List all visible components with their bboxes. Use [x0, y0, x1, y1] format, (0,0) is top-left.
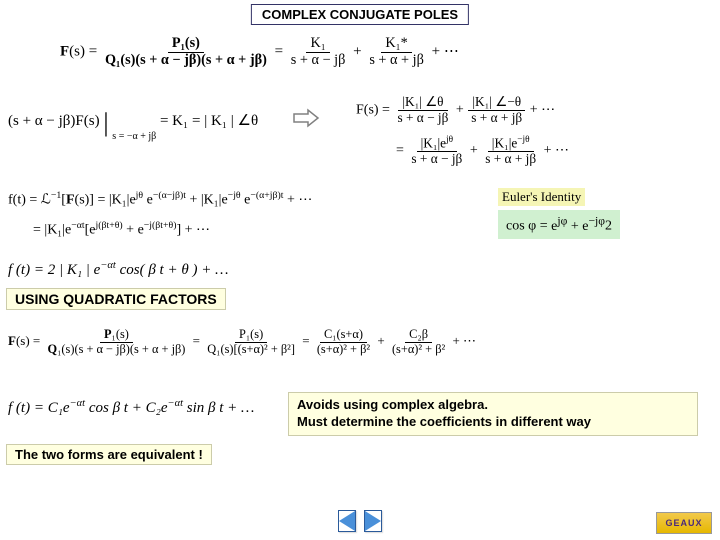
eq3b-t1: |K₁|ejθs + α − jβ [407, 135, 466, 167]
equation-residue: (s + α − jβ)F(s) | s = −α + jβ = K₁ = | … [8, 108, 258, 138]
euler-label: Euler's Identity [498, 188, 585, 206]
eq6-f2: P₁(s)Q₁(s)[(s+α)² + β²] [203, 328, 299, 356]
eq-t1-den: s + α − jβ [287, 53, 350, 69]
eq6-t2: C₂β(s+α)² + β² [388, 328, 449, 356]
triangle-left-icon [339, 511, 355, 531]
eq3-plus: + [456, 102, 467, 117]
triangle-right-icon [365, 511, 381, 531]
eq3b-t1n: |K₁|ejθ [417, 135, 458, 152]
eq6-dots: + ⋯ [452, 333, 476, 348]
eq3-t1n: |K₁| ∠θ [398, 95, 447, 111]
euler-identity-box: cos φ = ejφ + e−jφ2 [498, 210, 620, 239]
eq-t2: K₁* s + α + jβ [365, 36, 428, 68]
eq-frac1: P₁(s) Q₁(s)(s + α − jβ)(s + α + jβ) [101, 36, 271, 68]
eq3-t2d: s + α + jβ [467, 111, 526, 126]
equation-F-def: F(s) = P₁(s) Q₁(s)(s + α − jβ)(s + α + j… [60, 36, 459, 68]
eq6-eq2: = [302, 333, 313, 348]
equation-result-sincos: f (t) = C₁e−αt cos β t + C₂e−αt sin β t … [8, 398, 254, 417]
equation-ft-inverse: f(t) = ℒ−1[F(s)] = |K₁|ejθ e−(α−jβ)t + |… [8, 190, 312, 209]
eq-arg: (s) [69, 44, 85, 60]
eq-t2-den: s + α + jβ [365, 53, 428, 69]
eq-t1-num: K₁ [306, 36, 329, 53]
prev-button[interactable] [338, 510, 356, 532]
eq3b-dots: + ⋯ [544, 143, 569, 158]
eq3b-t2: |K₁|e−jθs + α + jβ [481, 135, 540, 167]
eq6-t2n: C₂β [405, 328, 432, 343]
eq-t1: K₁ s + α − jβ [287, 36, 350, 68]
eq3b-plus: + [470, 143, 481, 158]
note-avoids-complex: Avoids using complex algebra. Must deter… [288, 392, 698, 436]
eq-equals: = [85, 44, 101, 60]
eq6-t1: C₁(s+α)(s+α)² + β² [313, 328, 374, 356]
note-line1: Avoids using complex algebra. [297, 397, 689, 414]
eq-frac1-num: P₁(s) [172, 35, 200, 51]
equation-ft-grouped: = |K₁|e−αt[ej(βt+θ) + e−j(βt+θ)] + ⋯ [33, 220, 210, 239]
eq3-lhs: F(s) = [356, 102, 393, 117]
eq3-dots: + ⋯ [530, 102, 555, 117]
arrow-icon [292, 108, 320, 128]
next-button[interactable] [364, 510, 382, 532]
eq-plus: + [353, 44, 365, 60]
eq3b-t2d: s + α + jβ [481, 152, 540, 167]
equation-quadratic-form: F(s) = P₁(s)Q₁(s)(s + α − jβ)(s + α + jβ… [8, 328, 476, 356]
eq2-bar: | [103, 108, 108, 137]
section-quadratic-factors: USING QUADRATIC FACTORS [6, 288, 226, 310]
eq6-f2n: P₁(s) [235, 328, 267, 343]
eq-dots: + ⋯ [432, 44, 459, 60]
eq6-t1d: (s+α)² + β² [313, 343, 374, 357]
eq3-t2n: |K₁| ∠−θ [468, 95, 525, 111]
eq6-f1: P₁(s)Q₁(s)(s + α − jβ)(s + α + jβ) [44, 328, 190, 356]
eq6-t2d: (s+α)² + β² [388, 343, 449, 357]
eq3b-t1d: s + α − jβ [407, 152, 466, 167]
eq3-t1d: s + α − jβ [393, 111, 452, 126]
eq3-t2: |K₁| ∠−θs + α + jβ [467, 95, 526, 125]
eq2-lhs: (s + α − jβ)F(s) [8, 113, 100, 129]
eq6-eq: = [193, 333, 204, 348]
eq2-sub: s = −α + jβ [112, 131, 156, 142]
eq6-f1n: P₁(s) [100, 328, 133, 343]
eq3b-t2n: |K₁|e−jθ [488, 135, 534, 152]
geaux-logo: GEAUX [656, 512, 712, 534]
eq-lhs: F [60, 44, 69, 60]
nav-arrows [338, 510, 382, 532]
eq-frac1-den: Q₁(s)(s + α − jβ)(s + α + jβ) [105, 52, 267, 68]
eq3b-eq: = [396, 143, 407, 158]
eq6-f2d: Q₁(s)[(s+α)² + β²] [203, 343, 299, 357]
eq6-plus: + [377, 333, 388, 348]
eq-t2-num: K₁* [381, 36, 411, 53]
note-equivalent: The two forms are equivalent ! [6, 444, 212, 465]
equation-F-exp: = |K₁|ejθs + α − jβ + |K₁|e−jθs + α + jβ… [396, 135, 569, 167]
note-line2: Must determine the coefficients in diffe… [297, 414, 689, 431]
page-title: COMPLEX CONJUGATE POLES [251, 4, 469, 25]
equation-F-angle: F(s) = |K₁| ∠θs + α − jβ + |K₁| ∠−θs + α… [356, 95, 555, 125]
eq-equals2: = [275, 44, 287, 60]
equation-result-cos: f (t) = 2 | K₁ | e−αt cos( β t + θ ) + … [8, 260, 228, 279]
eq6-t1n: C₁(s+α) [320, 328, 367, 343]
eq3-t1: |K₁| ∠θs + α − jβ [393, 95, 452, 125]
eq6-f1d: Q₁(s)(s + α − jβ)(s + α + jβ) [44, 343, 190, 357]
eq2-rhs: = K₁ = | K₁ | ∠θ [160, 113, 258, 129]
eq6-lhs: F(s) = [8, 333, 44, 348]
